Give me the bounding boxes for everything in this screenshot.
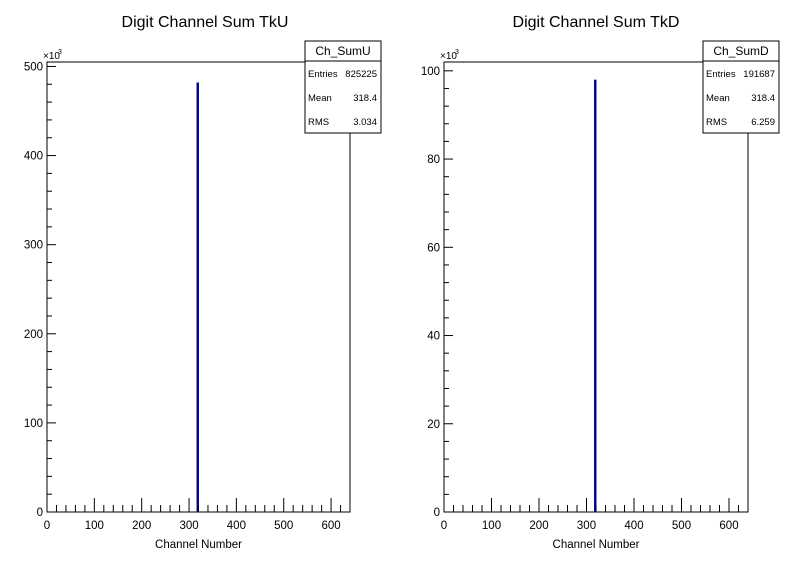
x-tick-label: 200 (529, 520, 548, 532)
y-multiplier: ×10 (43, 51, 60, 62)
stats-label: Mean (308, 93, 332, 104)
x-tick-label: 400 (624, 520, 643, 532)
stats-label: Entries (308, 69, 338, 80)
stats-label: Mean (706, 93, 730, 104)
stats-label: RMS (706, 117, 727, 128)
stats-box: Ch_SumU Entries 825225 Mean 318.4 RMS 3.034 (304, 40, 382, 134)
y-tick-label: 80 (427, 154, 440, 166)
stats-name: Ch_SumD (713, 44, 769, 58)
x-tick-label: 500 (274, 520, 293, 532)
y-tick-label: 100 (421, 66, 440, 78)
y-tick-label: 100 (24, 418, 43, 430)
x-axis-title: Channel Number (155, 539, 242, 551)
stats-value: 6.259 (751, 117, 775, 128)
x-tick-label: 100 (85, 520, 104, 532)
x-tick-label: 0 (441, 520, 447, 532)
y-tick-label: 40 (427, 331, 440, 343)
y-tick-label: 0 (434, 507, 440, 519)
stats-name: Ch_SumU (315, 44, 370, 58)
y-multiplier-exponent: 3 (58, 49, 62, 56)
stats-label: RMS (308, 117, 329, 128)
y-multiplier: ×10 (440, 51, 457, 62)
y-tick-label: 300 (24, 240, 43, 252)
x-tick-label: 300 (179, 520, 198, 532)
x-tick-label: 300 (577, 520, 596, 532)
chart-title: Digit Channel Sum TkD (513, 14, 680, 31)
stats-box-frame (304, 40, 382, 134)
stats-label: Entries (706, 69, 736, 80)
x-axis-title: Channel Number (553, 539, 640, 551)
x-tick-label: 200 (132, 520, 151, 532)
chart-title: Digit Channel Sum TkU (122, 14, 289, 31)
stats-value: 3.034 (353, 117, 377, 128)
y-tick-label: 20 (427, 419, 440, 431)
x-tick-label: 600 (719, 520, 738, 532)
y-tick-label: 200 (24, 329, 43, 341)
histogram-panel-1: Digit Channel Sum TkU 0 100 200 300 400 500 600… (24, 14, 382, 551)
stats-box-frame (702, 40, 780, 134)
stats-value: 191687 (743, 69, 775, 80)
stats-value: 825225 (345, 69, 377, 80)
y-tick-label: 60 (427, 242, 440, 254)
stats-value: 318.4 (751, 93, 775, 104)
y-tick-label: 400 (24, 151, 43, 163)
y-tick-label: 0 (37, 507, 43, 519)
stats-box: Ch_SumD Entries 191687 Mean 318.4 RMS 6.259 (702, 40, 780, 134)
y-tick-label: 500 (24, 61, 43, 73)
histogram-bar (594, 79, 597, 512)
stats-value: 318.4 (353, 93, 377, 104)
x-tick-label: 500 (672, 520, 691, 532)
histogram-bar (196, 82, 199, 512)
x-tick-label: 600 (321, 520, 340, 532)
x-tick-label: 400 (227, 520, 246, 532)
y-multiplier-exponent: 3 (455, 49, 459, 56)
x-tick-label: 100 (482, 520, 501, 532)
x-tick-label: 0 (44, 520, 50, 532)
